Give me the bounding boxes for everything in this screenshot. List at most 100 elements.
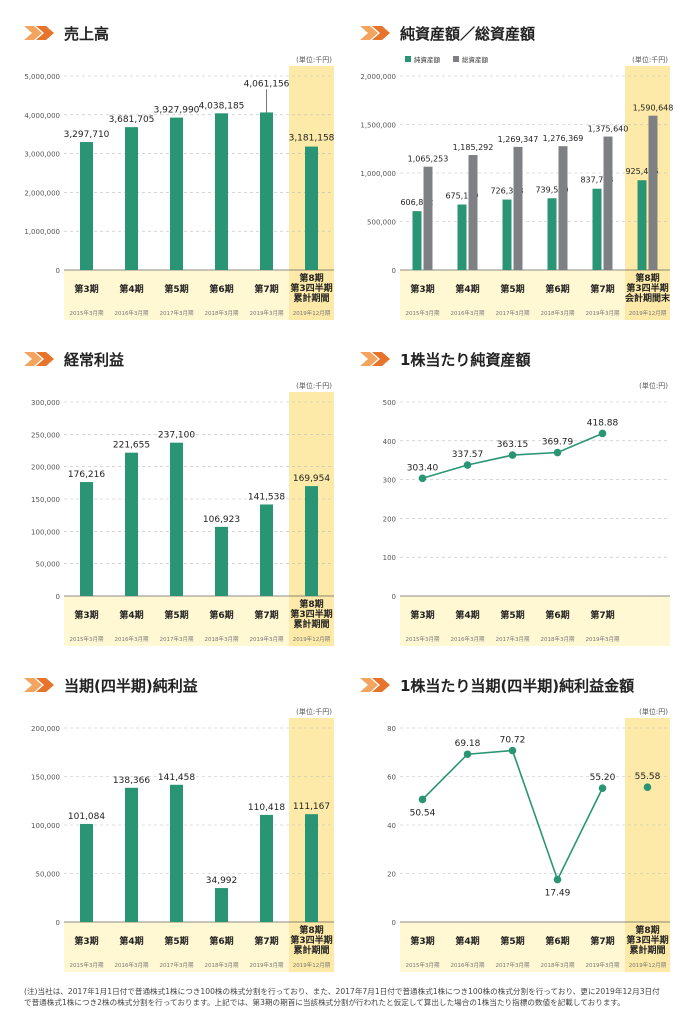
data-label: 55.20	[590, 773, 616, 783]
bar	[502, 199, 512, 270]
date-label: 2015年3月期	[70, 961, 104, 969]
bar	[125, 127, 138, 271]
y-tick-label: 150,000	[31, 496, 60, 504]
data-label: 3,681,705	[109, 115, 155, 125]
data-label: 4,061,156	[244, 79, 290, 89]
date-label: 2016年3月期	[115, 961, 149, 969]
y-tick-label: 1,000,000	[360, 170, 396, 178]
net-income-chart: (単位:千円) 0 50,000 100,000 150,000 200,000 第3期 20…	[31, 707, 334, 972]
y-tick-label: 20	[387, 871, 396, 879]
panel-net-income: 当期(四半期)純利益 (単位:千円) 0 50,000 100,000 150,000 2…	[24, 672, 344, 972]
date-label: 2016年3月期	[451, 635, 485, 643]
chevron-icon	[360, 24, 394, 42]
date-label: 2017年3月期	[160, 961, 194, 969]
date-label: 2015年3月期	[406, 961, 440, 969]
bar	[215, 113, 228, 270]
bar	[80, 142, 93, 270]
data-label: 111,167	[293, 802, 330, 812]
panel-eps: 1株当たり当期(四半期)純利益金額 (単位:円) 0 20 40 60 80 第3期 2015…	[360, 672, 680, 972]
data-point	[463, 750, 472, 759]
bar	[170, 117, 183, 270]
bar	[513, 146, 523, 270]
bar	[423, 166, 433, 270]
date-label: 2019年12月期	[293, 635, 331, 643]
x-tick-label: 第3期	[410, 283, 434, 295]
y-tick-label: 150,000	[31, 774, 60, 782]
series-line	[421, 749, 604, 882]
unit-label: (単位:円)	[639, 707, 668, 716]
data-label: 106,923	[203, 515, 240, 525]
bar	[260, 504, 273, 596]
ordinary-income-chart: (単位:千円) 0 50,000 100,000 150,000 200,000 250,0…	[31, 381, 334, 646]
sales-chart: (単位:千円) 0 1,000,000 2,000,000 3,000,000 4,000…	[24, 55, 335, 320]
unit-label: (単位:千円)	[296, 707, 332, 716]
data-label: 101,084	[68, 812, 105, 822]
x-tick-label: 第5期	[164, 283, 188, 295]
x-tick-label: 第6期	[209, 935, 233, 947]
data-label: 675,149	[445, 192, 478, 201]
data-point	[418, 474, 427, 483]
x-tick-label: 第7期	[254, 609, 278, 621]
legend-swatch	[405, 56, 411, 62]
date-label: 2019年3月期	[586, 961, 620, 969]
data-point	[598, 784, 607, 792]
data-label: 1,065,253	[408, 155, 449, 164]
date-label: 2018年3月期	[205, 309, 239, 317]
date-label: 2017年3月期	[496, 309, 530, 317]
chart-title: 当期(四半期)純利益	[64, 676, 198, 695]
date-label: 2015年3月期	[406, 309, 440, 317]
data-label: 34,992	[206, 876, 238, 886]
x-tick-label: 第6期	[209, 609, 233, 621]
chart-title: 1株当たり当期(四半期)純利益金額	[400, 676, 635, 695]
bar	[547, 198, 557, 270]
y-tick-label: 400	[383, 438, 396, 446]
date-label: 2016年3月期	[115, 309, 149, 317]
x-tick-label: 第7期	[254, 935, 278, 947]
assets-chart: (単位:千円) 0 500,000 1,000,000 1,500,000 2,000,0…	[360, 55, 673, 320]
unit-label: (単位:千円)	[632, 55, 668, 64]
x-tick-label: 第4期	[119, 935, 143, 947]
data-label: 739,580	[535, 185, 568, 194]
x-tick-label: 第3期	[410, 609, 434, 621]
data-point	[463, 461, 472, 469]
y-tick-label: 100,000	[31, 822, 60, 830]
x-tick-label: 第7期	[254, 283, 278, 295]
chevron-icon	[24, 350, 58, 368]
panel-title: 売上高	[24, 20, 109, 46]
y-tick-label: 80	[387, 725, 396, 733]
bar	[80, 823, 93, 922]
data-label: 70.72	[500, 736, 526, 746]
bar	[170, 784, 183, 922]
legend-label: 総資産額	[462, 55, 489, 64]
x-tick-label: 第5期	[500, 283, 524, 295]
data-label: 1,269,347	[498, 135, 539, 144]
date-label: 2018年3月期	[541, 309, 575, 317]
y-tick-label: 2,000,000	[360, 73, 396, 81]
y-tick-label: 0	[56, 593, 60, 601]
y-tick-label: 0	[56, 919, 60, 927]
x-tick-label: 第8期第3四半期累計期間	[290, 598, 332, 630]
unit-label: (単位:円)	[639, 381, 668, 390]
y-tick-label: 300	[383, 477, 396, 485]
date-label: 2017年3月期	[496, 961, 530, 969]
x-tick-label: 第7期	[590, 283, 614, 295]
chart-title: 経常利益	[64, 350, 125, 369]
bar	[80, 482, 93, 596]
data-point	[418, 795, 427, 804]
highlight-column	[625, 66, 670, 320]
y-tick-label: 2,000,000	[24, 189, 60, 197]
date-label: 2017年3月期	[160, 309, 194, 317]
bar	[125, 452, 138, 596]
bar	[125, 787, 138, 922]
bar	[603, 136, 613, 270]
unit-label: (単位:千円)	[296, 381, 332, 390]
chevron-icon	[360, 676, 394, 694]
panel-bps: 1株当たり純資産額 (単位:円) 0 100 200 300 400 500 第3期 2015年…	[360, 346, 680, 646]
chart-title: 純資産額／総資産額	[400, 24, 536, 43]
bar	[170, 442, 183, 596]
panel-title: 純資産額／総資産額	[360, 20, 535, 46]
date-label: 2016年3月期	[115, 635, 149, 643]
x-tick-label: 第4期	[119, 283, 143, 295]
date-label: 2018年3月期	[205, 961, 239, 969]
data-label: 17.49	[545, 889, 571, 899]
